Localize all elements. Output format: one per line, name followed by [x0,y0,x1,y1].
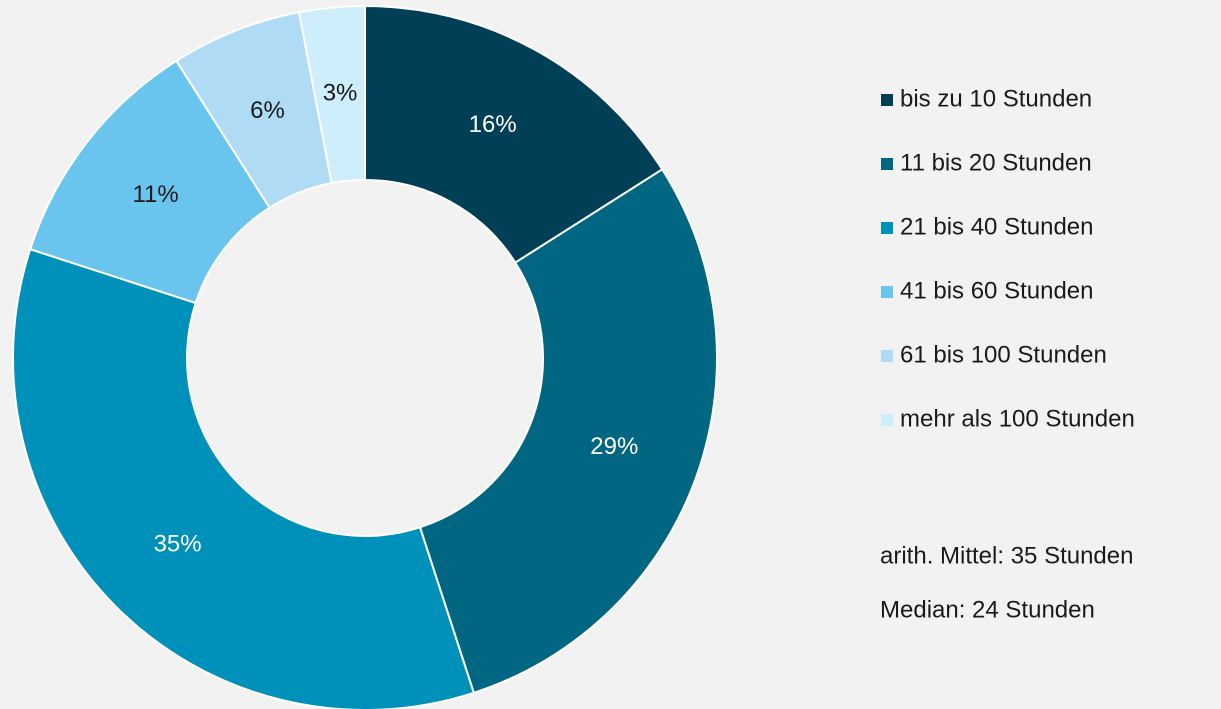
legend-label: 61 bis 100 Stunden [900,341,1107,368]
legend-swatch [881,286,893,298]
annotation: arith. Mittel: 35 Stunden [880,542,1133,569]
legend-label: 21 bis 40 Stunden [900,213,1094,240]
donut-slice [297,4,366,185]
legend-label: mehr als 100 Stunden [900,405,1135,432]
donut-slice [364,4,664,265]
data-label: 35% [154,531,202,558]
legend-swatch [881,94,893,106]
legend-label: 11 bis 20 Stunden [900,149,1092,176]
annotation: Median: 24 Stunden [880,596,1095,623]
legend-label: bis zu 10 Stunden [900,85,1092,112]
donut-slice [12,247,476,709]
legend-label: 41 bis 60 Stunden [900,277,1094,304]
data-label: 11% [132,181,178,208]
data-label: 6% [250,97,285,124]
donut-slice [418,168,718,695]
legend-swatch [881,158,893,170]
data-label: 16% [469,111,517,138]
legend-swatch [881,222,893,234]
data-label: 3% [323,80,358,107]
data-label: 29% [590,433,638,460]
legend-swatch [881,350,893,362]
legend-swatch [881,414,893,426]
